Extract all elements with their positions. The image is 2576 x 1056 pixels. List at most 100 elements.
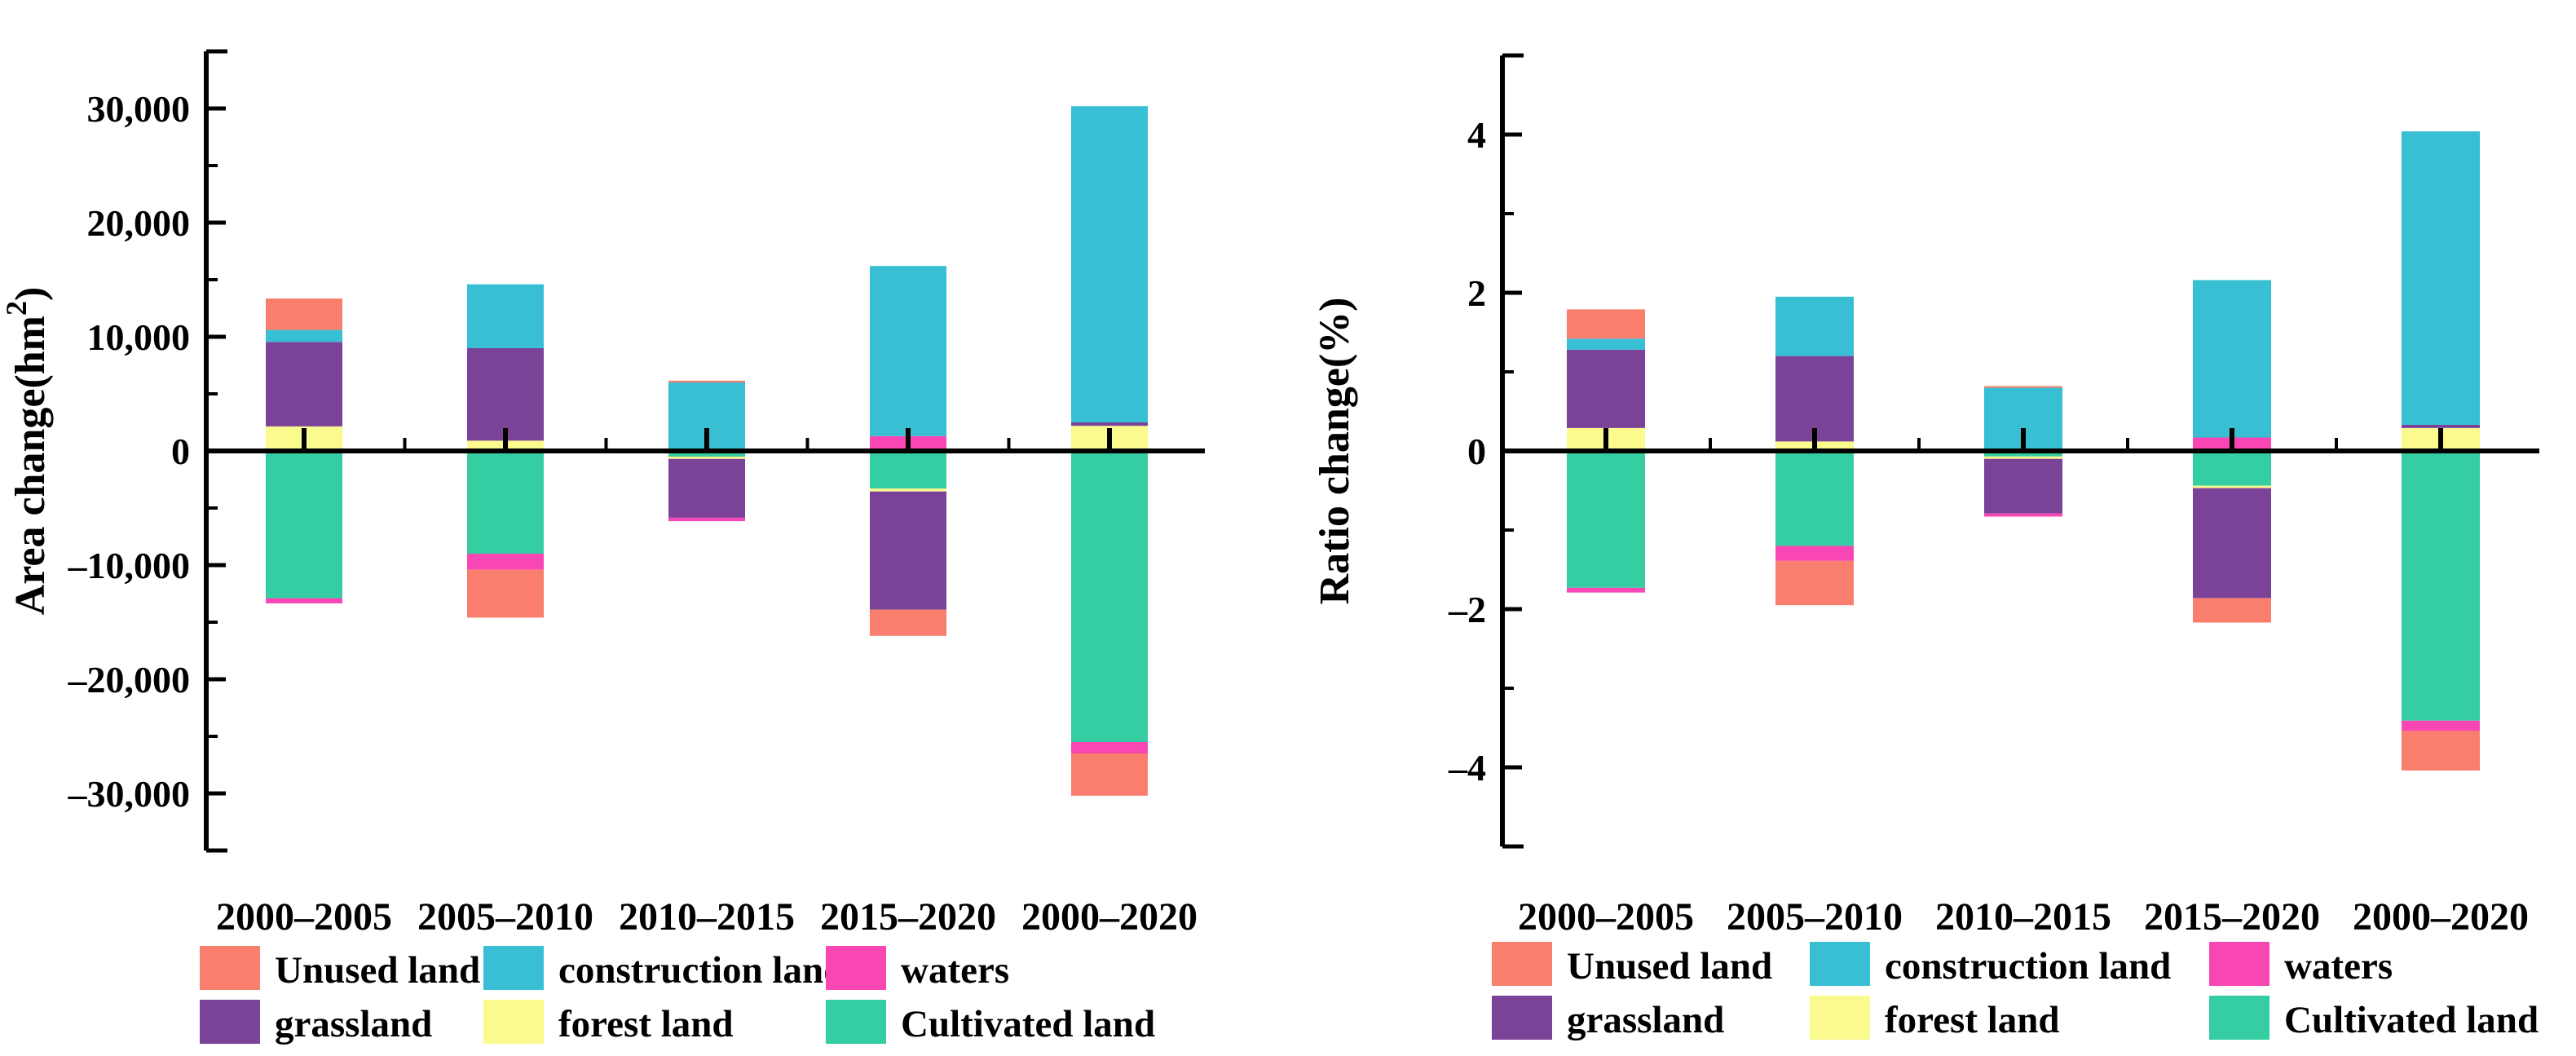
bar-segment-unused-land [266, 298, 342, 330]
bar-segment-cultivated-land [2193, 451, 2271, 486]
legend-item: Cultivated land [826, 1000, 1155, 1045]
legend: Unused land construction land waters grassl… [200, 946, 1155, 1045]
bar-segment-grassland [2193, 488, 2271, 599]
bar-segment-grassland [1071, 422, 1148, 426]
y-tick-label: 2 [1467, 272, 1486, 314]
bar-segment-construction-land [467, 284, 544, 348]
legend-label: Unused land [1567, 945, 1772, 988]
bar [2193, 280, 2271, 623]
legend-item: Unused land [200, 946, 480, 992]
bar [266, 298, 342, 603]
legend-item: grassland [1492, 996, 1724, 1041]
legend-item: construction land [1810, 942, 2171, 988]
bar-segment-unused-land [1775, 560, 1854, 606]
y-tick-label: 20,000 [87, 202, 191, 244]
bar-segment-construction-land [266, 329, 342, 342]
bar-segment-grassland [1567, 349, 1645, 428]
x-tick-label: 2015–2020 [2144, 895, 2320, 939]
bar-segment-cultivated-land [266, 451, 342, 599]
legend-item: forest land [483, 1000, 734, 1045]
bar-segment-unused-land [1567, 309, 1645, 339]
bar-segment-waters [1071, 742, 1148, 753]
x-tick-label: 2000–2020 [2353, 895, 2529, 939]
y-ticks: 30,000 20,000 10,000 0 –10,000 –20,000 –30,000 [68, 88, 226, 815]
legend-label: Cultivated land [901, 1003, 1155, 1045]
bar-segment-construction-land [870, 266, 946, 436]
bar [2402, 131, 2480, 771]
bar [1984, 386, 2062, 517]
bar [1775, 296, 1854, 606]
bar [870, 266, 946, 636]
bar-segment-unused-land [467, 569, 544, 618]
x-tick-label: 2000–2020 [1021, 895, 1198, 939]
x-tick-label: 2000–2005 [216, 895, 392, 939]
bar-segment-unused-land [1984, 386, 2062, 388]
x-tick-label: 2010–2015 [619, 895, 795, 939]
bar-segment-waters [2402, 720, 2480, 731]
bar-segment-waters [467, 554, 544, 570]
bar-segment-cultivated-land [1775, 451, 1854, 546]
legend-swatch [1810, 942, 1870, 986]
bar-segment-construction-land [1071, 106, 1148, 422]
legend-label: grassland [1567, 999, 1724, 1041]
bar-segment-grassland [467, 348, 544, 441]
legend-swatch [483, 946, 544, 990]
x-tick-label: 2005–2010 [417, 895, 593, 939]
y-tick-label: 10,000 [87, 316, 191, 358]
bar-segment-grassland [870, 491, 946, 610]
bar-segment-forest-land [2193, 485, 2271, 488]
bar-segment-waters [1984, 513, 2062, 517]
legend-label: Unused land [275, 949, 480, 992]
bar-segment-grassland [668, 458, 745, 518]
bar-segment-construction-land [2402, 131, 2480, 425]
bars [266, 106, 1148, 796]
bar-segment-forest-land [1984, 456, 2062, 459]
y-tick-label: –4 [1448, 747, 1486, 789]
y-tick-label: 0 [171, 431, 190, 472]
area-change-chart: 30,000 20,000 10,000 0 –10,000 –20,000 –30,000… [0, 49, 1205, 1045]
legend-swatch [200, 1000, 260, 1044]
bar-segment-unused-land [1071, 753, 1148, 796]
bar-segment-unused-land [2402, 731, 2480, 771]
bar-segment-grassland [2402, 424, 2480, 428]
y-tick-label: –10,000 [68, 545, 191, 586]
bar-segment-cultivated-land [1071, 451, 1148, 742]
bar-segment-cultivated-land [668, 451, 745, 457]
bar-segment-construction-land [1567, 338, 1645, 350]
legend-label: waters [2284, 945, 2393, 988]
legend-item: grassland [200, 1000, 432, 1045]
y-tick-label: –2 [1448, 589, 1486, 630]
bar-segment-unused-land [870, 609, 946, 636]
bar-segment-cultivated-land [1567, 451, 1645, 588]
legend-swatch [1810, 996, 1870, 1040]
bar [1071, 106, 1148, 796]
legend-item: Cultivated land [2209, 996, 2539, 1041]
bar [467, 284, 544, 618]
bar-segment-grassland [1984, 458, 2062, 514]
bar-segment-forest-land [870, 488, 946, 492]
bar-segment-cultivated-land [2402, 451, 2480, 721]
legend-swatch [483, 1000, 544, 1044]
chart-canvas: 30,000 20,000 10,000 0 –10,000 –20,000 –30,000… [0, 49, 1205, 1045]
legend-item: waters [2209, 942, 2393, 988]
ratio-change-chart: 4 2 0 –2 –4 2000–2005 2005–2010 2010–2015 2015–2… [1288, 0, 2576, 1056]
bar-segment-forest-land [668, 457, 745, 459]
bar [1567, 309, 1645, 593]
x-tick-label: 2015–2020 [820, 895, 996, 939]
bar-segment-waters [266, 598, 342, 603]
x-tick-label: 2010–2015 [1935, 895, 2111, 939]
bar-segment-unused-land [2193, 598, 2271, 623]
x-tick-label: 2000–2005 [1518, 895, 1694, 939]
y-tick-label: 30,000 [87, 88, 191, 130]
legend-item: waters [826, 946, 1009, 992]
chart-canvas: 4 2 0 –2 –4 2000–2005 2005–2010 2010–2015 2015–2… [1312, 53, 2539, 1041]
legend-swatch [2209, 996, 2269, 1040]
legend-label: forest land [1885, 999, 2060, 1041]
legend-label: grassland [275, 1003, 432, 1045]
bar [668, 380, 745, 522]
bars [1567, 131, 2480, 771]
legend-label: forest land [558, 1003, 734, 1045]
legend-label: construction land [558, 949, 845, 992]
legend-swatch [1492, 942, 1552, 986]
